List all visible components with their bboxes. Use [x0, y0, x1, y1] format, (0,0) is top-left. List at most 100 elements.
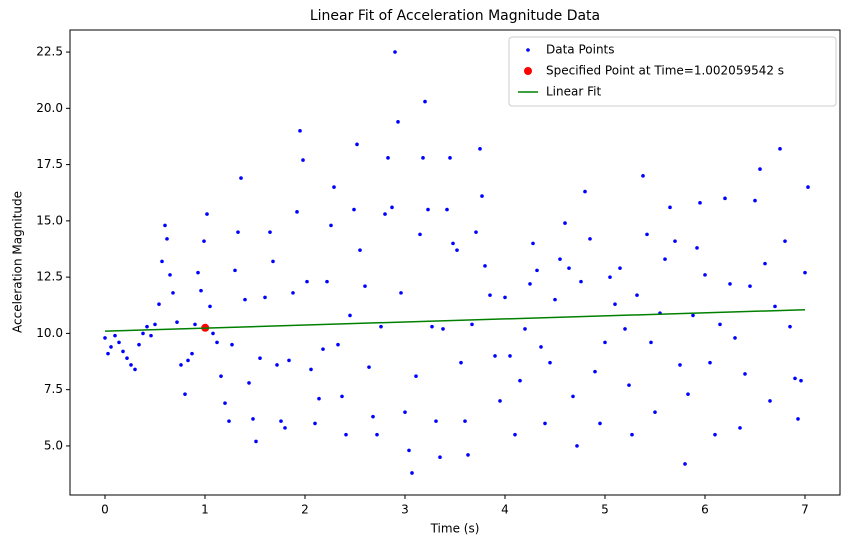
x-tick-label: 3: [401, 503, 409, 517]
data-point: [287, 358, 291, 363]
data-point: [309, 367, 313, 372]
data-point: [340, 394, 344, 399]
data-point: [548, 360, 552, 365]
data-point: [528, 282, 532, 286]
data-point: [133, 367, 137, 372]
data-point: [758, 167, 762, 171]
data-point: [678, 363, 682, 367]
data-point: [399, 291, 403, 295]
data-point: [543, 421, 547, 426]
x-tick-label: 5: [601, 503, 609, 517]
data-point: [470, 322, 474, 327]
data-point: [396, 120, 400, 124]
data-point: [254, 439, 258, 444]
data-point: [788, 324, 792, 329]
data-point: [153, 322, 157, 327]
data-point: [298, 129, 302, 133]
data-point: [478, 147, 482, 151]
data-point: [175, 320, 179, 324]
data-point: [558, 257, 562, 261]
data-point: [773, 304, 777, 309]
data-point: [215, 340, 219, 345]
data-point: [438, 455, 442, 459]
data-point: [275, 363, 279, 367]
data-point: [723, 196, 727, 201]
data-point: [531, 241, 535, 246]
data-point: [703, 273, 707, 277]
data-point: [686, 392, 690, 396]
data-point: [796, 417, 800, 421]
data-point: [483, 264, 487, 268]
data-point: [459, 360, 463, 365]
data-point: [708, 360, 712, 365]
data-point: [145, 324, 149, 329]
data-point: [645, 232, 649, 237]
data-point: [183, 392, 187, 396]
data-point: [109, 345, 113, 349]
data-point: [748, 284, 752, 288]
data-point: [358, 248, 362, 252]
y-axis-label: Acceleration Magnitude: [11, 191, 25, 333]
data-point: [503, 295, 507, 300]
data-point: [223, 401, 227, 405]
data-point: [344, 432, 348, 437]
x-tick-label: 0: [101, 503, 109, 517]
data-point: [321, 347, 325, 351]
data-point: [793, 376, 797, 381]
data-point: [414, 374, 418, 378]
data-point: [455, 248, 459, 252]
data-point: [268, 230, 272, 234]
data-point: [263, 295, 267, 300]
data-point: [466, 453, 470, 457]
data-point: [623, 327, 627, 331]
data-point: [383, 212, 387, 216]
data-point: [149, 333, 153, 338]
data-point: [523, 327, 527, 331]
data-point: [571, 394, 575, 399]
x-tick-label: 4: [501, 503, 509, 517]
data-point: [608, 275, 612, 279]
data-point: [393, 50, 397, 54]
data-point: [336, 342, 340, 347]
data-point: [219, 374, 223, 378]
data-point: [783, 239, 787, 243]
data-point: [271, 259, 275, 264]
y-tick-label: 17.5: [36, 157, 63, 171]
data-point: [768, 399, 772, 403]
data-point: [618, 266, 622, 270]
data-point: [186, 358, 190, 363]
data-point: [239, 176, 243, 180]
legend-label: Linear Fit: [546, 85, 601, 99]
data-point: [230, 342, 234, 347]
x-tick-label: 6: [701, 503, 709, 517]
data-point: [579, 279, 583, 284]
data-point: [753, 198, 757, 203]
x-tick-label: 7: [801, 503, 809, 517]
data-point: [390, 205, 394, 210]
legend-label: Data Points: [546, 43, 615, 57]
data-point: [329, 223, 333, 228]
data-point: [355, 142, 359, 147]
data-point: [448, 156, 452, 160]
x-axis-label: Time (s): [430, 522, 480, 536]
data-point: [451, 241, 455, 246]
data-point: [379, 324, 383, 329]
data-point: [695, 246, 699, 250]
data-point: [227, 419, 231, 423]
data-point: [103, 336, 107, 340]
data-point: [641, 174, 645, 178]
data-point: [627, 383, 631, 387]
data-point: [279, 419, 283, 423]
chart-title: Linear Fit of Acceleration Magnitude Dat…: [310, 8, 600, 24]
data-point: [583, 189, 587, 194]
data-point: [430, 324, 434, 329]
data-point: [121, 349, 125, 354]
data-point: [211, 331, 215, 336]
data-point: [332, 185, 336, 189]
data-point: [179, 363, 183, 367]
legend-swatch: [526, 48, 530, 52]
data-point: [193, 322, 197, 327]
data-point: [125, 356, 129, 360]
data-point: [691, 313, 695, 318]
